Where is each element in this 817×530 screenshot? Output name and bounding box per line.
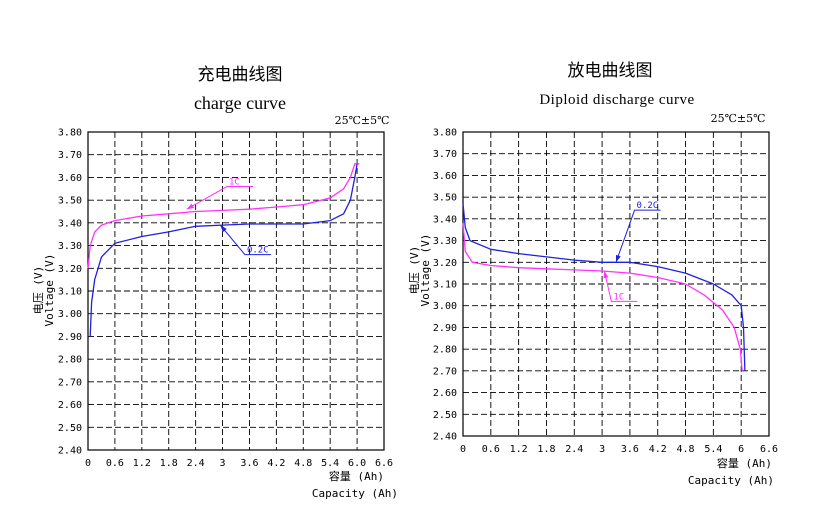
chart-title: 放电曲线图 <box>568 61 653 81</box>
series-label-leader <box>615 209 661 263</box>
x-axis-title-cn: 容量 (Ah) <box>717 456 772 470</box>
y-tick-label: 3.00 <box>58 309 82 320</box>
series-label-leader <box>219 224 271 256</box>
x-tick-label: 4.2 <box>267 458 285 469</box>
y-tick-label: 3.70 <box>433 149 457 160</box>
y-tick-label: 3.30 <box>58 241 82 252</box>
y-tick-label: 3.60 <box>433 171 457 182</box>
chart-subtitle: charge curve <box>194 93 286 113</box>
x-tick-label: 0 <box>460 444 466 455</box>
y-tick-label: 3.30 <box>433 236 457 247</box>
temperature-condition: 25℃±5℃ <box>335 114 390 127</box>
x-tick-label: 0 <box>85 458 91 469</box>
series-line-0-2c <box>462 203 746 371</box>
x-tick-label: 5.4 <box>321 458 339 469</box>
x-axis-title-en: Capacity (Ah) <box>688 474 774 487</box>
x-axis-title-en: Capacity (Ah) <box>312 487 398 500</box>
y-axis-title-en: Voltage (V) <box>419 234 432 307</box>
series-line-1c <box>87 163 360 269</box>
y-axis-title-cn: 电压 (V) <box>408 246 421 295</box>
x-tick-label: 2.4 <box>187 458 205 469</box>
x-tick-label: 6.0 <box>348 458 366 469</box>
grid-lines <box>88 132 384 450</box>
y-tick-label: 3.70 <box>58 150 82 161</box>
chart-title: 充电曲线图 <box>198 65 283 85</box>
y-tick-label: 3.00 <box>433 301 457 312</box>
y-tick-label: 2.40 <box>58 446 82 457</box>
series-label-arrow <box>603 270 609 279</box>
y-tick-label: 3.40 <box>58 218 82 229</box>
y-tick-label: 2.50 <box>433 410 457 421</box>
y-tick-label: 3.80 <box>433 128 457 139</box>
x-tick-label: 2.4 <box>565 444 583 455</box>
y-tick-label: 3.20 <box>58 264 82 275</box>
series-line-0-2c <box>89 163 358 337</box>
x-tick-label: 3.6 <box>240 458 258 469</box>
series-label-arrow <box>616 254 621 263</box>
plot-frame <box>87 131 385 451</box>
y-tick-label: 3.20 <box>433 258 457 269</box>
x-tick-label: 6.6 <box>760 444 778 455</box>
series-label: 0.2C <box>247 246 269 256</box>
grid-lines <box>463 132 769 436</box>
y-tick-label: 2.60 <box>58 400 82 411</box>
y-tick-label: 2.80 <box>433 345 457 356</box>
y-tick-label: 2.50 <box>58 423 82 434</box>
y-tick-label: 2.90 <box>433 323 457 334</box>
chart-subtitle: Diploid discharge curve <box>539 92 694 108</box>
x-tick-label: 1.2 <box>510 444 528 455</box>
temperature-condition: 25℃±5℃ <box>711 112 766 125</box>
x-tick-label: 0.6 <box>482 444 500 455</box>
x-tick-label: 4.2 <box>649 444 667 455</box>
x-tick-label: 6.6 <box>375 458 393 469</box>
series-label: 1C <box>613 292 624 302</box>
y-tick-label: 3.60 <box>58 173 82 184</box>
x-tick-label: 1.8 <box>537 444 555 455</box>
series-label-arrow <box>220 225 227 233</box>
y-tick-label: 2.80 <box>58 355 82 366</box>
y-tick-label: 2.40 <box>433 432 457 443</box>
x-tick-label: 4.8 <box>677 444 695 455</box>
x-tick-label: 4.8 <box>294 458 312 469</box>
y-axis-title-cn: 电压 (V) <box>32 266 45 315</box>
x-tick-label: 0.6 <box>106 458 124 469</box>
y-tick-label: 3.10 <box>433 280 457 291</box>
x-tick-label: 3 <box>599 444 605 455</box>
plot-frame <box>462 131 770 437</box>
series-label: 0.2C <box>637 201 659 211</box>
x-tick-label: 3 <box>220 458 226 469</box>
y-tick-label: 3.50 <box>433 193 457 204</box>
x-axis-title-cn: 容量 (Ah) <box>329 469 384 483</box>
y-tick-label: 2.60 <box>433 388 457 399</box>
x-tick-label: 1.8 <box>160 458 178 469</box>
y-tick-label: 3.10 <box>58 287 82 298</box>
x-tick-label: 1.2 <box>133 458 151 469</box>
y-tick-label: 2.90 <box>58 332 82 343</box>
y-axis-title-en: Voltage (V) <box>43 254 56 327</box>
y-tick-label: 3.80 <box>58 128 82 139</box>
series-label-arrow <box>186 203 194 210</box>
series-label-leader <box>603 270 638 302</box>
y-tick-label: 3.40 <box>433 214 457 225</box>
series-label-leader <box>186 186 254 210</box>
x-tick-label: 3.6 <box>621 444 639 455</box>
y-tick-label: 2.70 <box>58 377 82 388</box>
x-tick-label: 6 <box>738 444 744 455</box>
x-tick-label: 5.4 <box>704 444 722 455</box>
y-tick-label: 3.50 <box>58 196 82 207</box>
y-tick-label: 2.70 <box>433 366 457 377</box>
series-line-1c <box>462 223 743 371</box>
series-label: 1C <box>229 178 240 188</box>
